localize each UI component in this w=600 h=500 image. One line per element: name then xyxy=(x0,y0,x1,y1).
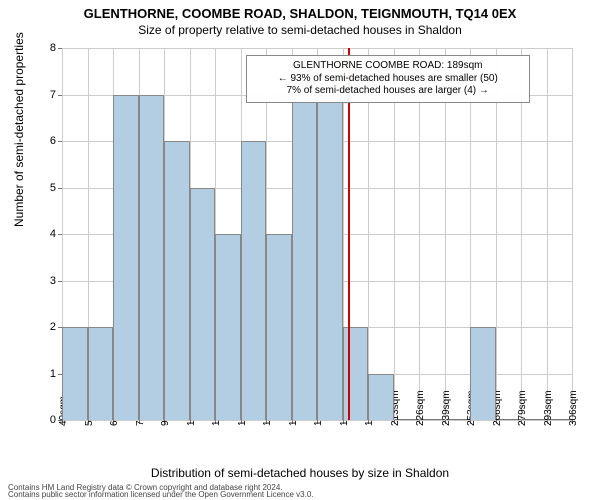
ytick-label: 7 xyxy=(50,89,62,101)
histogram-bar xyxy=(190,188,216,421)
ytick-label: 6 xyxy=(50,135,62,147)
annotation-line: 7% of semi-detached houses are larger (4… xyxy=(253,85,523,98)
plot-area: 01234567840sqm53sqm66sqm79sqm93sqm106sqm… xyxy=(62,48,572,420)
xtick-label: 306sqm xyxy=(568,390,579,426)
grid-line-v xyxy=(496,48,497,420)
ytick-label: 8 xyxy=(50,42,62,54)
y-axis-label: Number of semi-detached properties xyxy=(12,32,26,227)
histogram-bar xyxy=(113,95,139,421)
xtick-label: 226sqm xyxy=(415,390,426,426)
histogram-bar xyxy=(470,327,496,420)
histogram-bar xyxy=(164,141,190,420)
ytick-label: 1 xyxy=(50,368,62,380)
grid-line-v xyxy=(521,48,522,420)
chart-container: GLENTHORNE, COOMBE ROAD, SHALDON, TEIGNM… xyxy=(0,0,600,500)
histogram-bar xyxy=(317,95,343,421)
ytick-label: 2 xyxy=(50,321,62,333)
ytick-label: 4 xyxy=(50,228,62,240)
xtick-label: 293sqm xyxy=(543,390,554,426)
histogram-bar xyxy=(139,95,165,421)
grid-line-v xyxy=(547,48,548,420)
grid-line-v xyxy=(368,48,369,420)
histogram-bar xyxy=(368,374,394,421)
chart-title-sub: Size of property relative to semi-detach… xyxy=(0,21,600,37)
footer-attribution: Contains HM Land Registry data © Crown c… xyxy=(8,484,314,498)
x-axis-label: Distribution of semi-detached houses by … xyxy=(0,466,600,480)
histogram-bar xyxy=(88,327,114,420)
grid-line-v xyxy=(419,48,420,420)
annotation-line: GLENTHORNE COOMBE ROAD: 189sqm xyxy=(253,60,523,73)
histogram-bar xyxy=(343,327,369,420)
histogram-bar xyxy=(241,141,267,420)
histogram-bar xyxy=(292,95,318,421)
ytick-label: 3 xyxy=(50,275,62,287)
ytick-label: 5 xyxy=(50,182,62,194)
histogram-bar xyxy=(266,234,292,420)
footer-line-2: Contains public sector information licen… xyxy=(8,491,314,498)
chart-title-main: GLENTHORNE, COOMBE ROAD, SHALDON, TEIGNM… xyxy=(0,0,600,21)
xtick-label: 239sqm xyxy=(441,390,452,426)
xtick-label: 279sqm xyxy=(517,390,528,426)
histogram-bar xyxy=(215,234,241,420)
marker-vline xyxy=(348,48,350,420)
histogram-bar xyxy=(62,327,88,420)
annotation-box: GLENTHORNE COOMBE ROAD: 189sqm← 93% of s… xyxy=(246,55,530,103)
grid-line-v xyxy=(394,48,395,420)
grid-line-v xyxy=(445,48,446,420)
grid-line-v xyxy=(572,48,573,420)
annotation-line: ← 93% of semi-detached houses are smalle… xyxy=(253,73,523,86)
